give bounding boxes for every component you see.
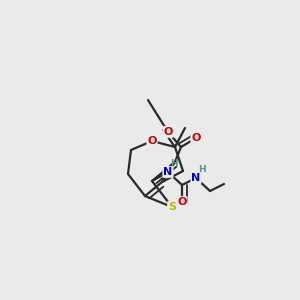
Text: O: O (147, 136, 157, 146)
Text: N: N (164, 167, 172, 177)
Text: O: O (191, 133, 201, 143)
Text: S: S (168, 202, 176, 212)
Text: N: N (191, 173, 201, 183)
Text: H: H (170, 160, 178, 169)
Text: H: H (198, 166, 206, 175)
Text: O: O (177, 197, 187, 207)
Text: O: O (163, 127, 173, 137)
